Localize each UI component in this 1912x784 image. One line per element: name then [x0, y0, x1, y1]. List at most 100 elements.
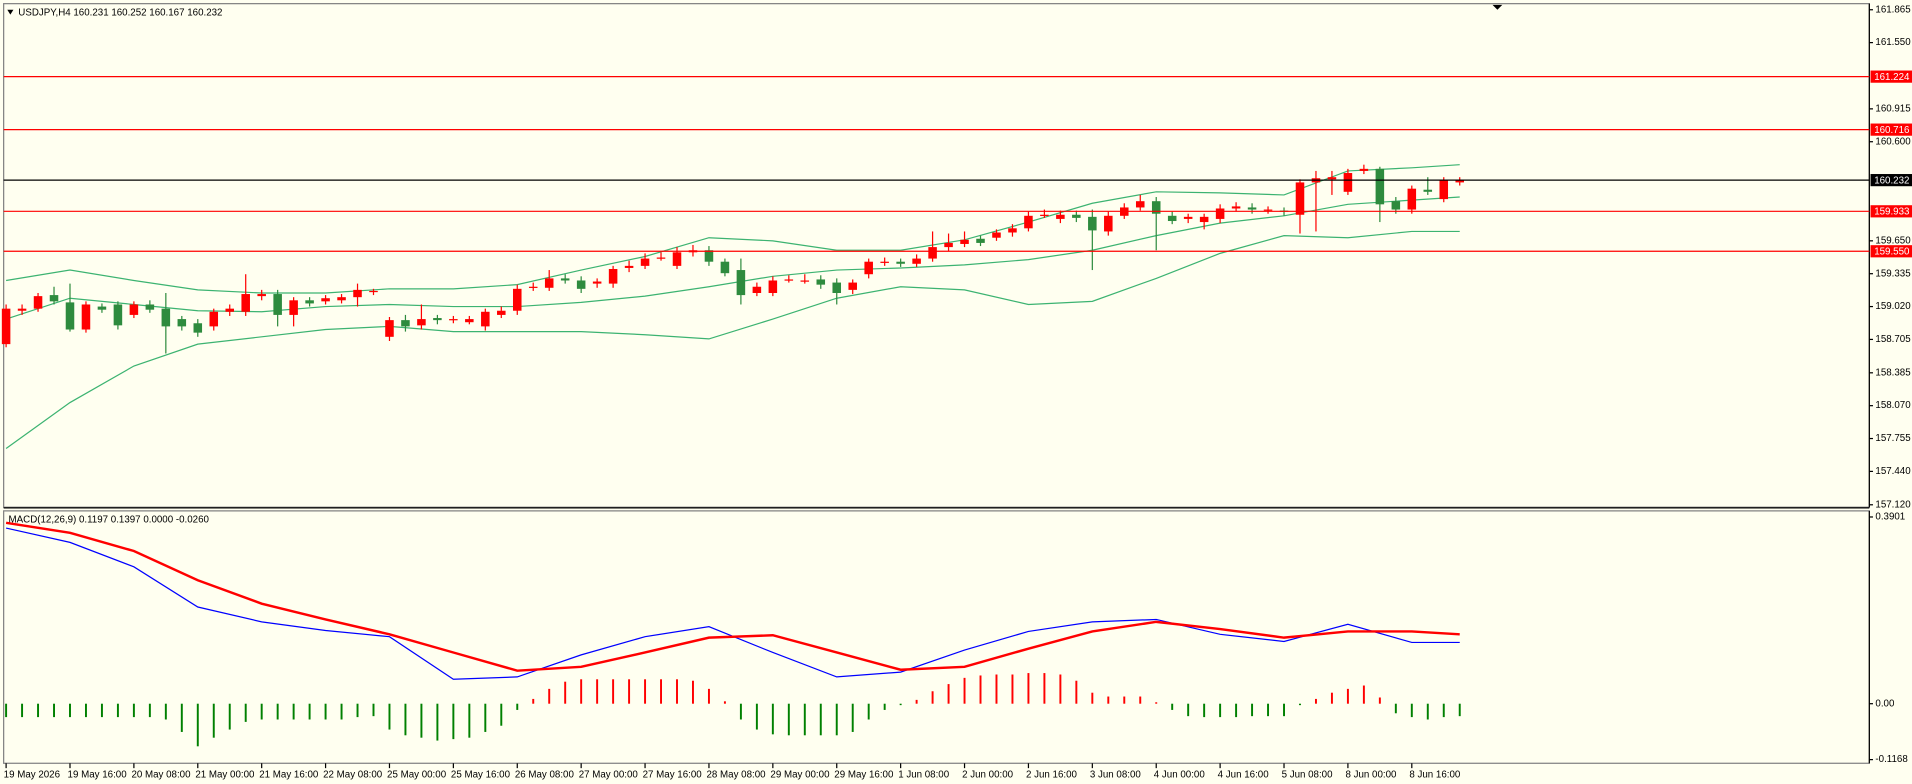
candle-body — [704, 250, 714, 262]
candle-body — [177, 319, 187, 327]
candle-body — [129, 304, 139, 315]
candle-body — [1151, 201, 1161, 214]
candle-body — [1327, 177, 1337, 180]
x-tick-label: 21 May 16:00 — [259, 769, 319, 780]
y-tick-label: 159.020 — [1875, 301, 1911, 312]
candle-body — [1343, 173, 1353, 192]
candle-body — [880, 261, 889, 263]
candle-body — [1199, 216, 1209, 223]
candle-body — [305, 300, 314, 304]
candle-body — [481, 311, 490, 327]
candle-body — [1439, 180, 1449, 200]
y-tick-label: 0.3901 — [1875, 512, 1905, 523]
candle-body — [656, 257, 666, 259]
candle-body — [720, 261, 730, 274]
candle-body — [81, 304, 91, 330]
current-price-box — [1870, 174, 1912, 187]
candle-body — [1359, 168, 1369, 171]
candle-body — [1104, 215, 1113, 232]
candle-body — [592, 281, 602, 284]
candle-body — [289, 300, 298, 315]
candle-body — [544, 278, 554, 288]
candle-body — [512, 288, 522, 311]
x-tick-label: 29 May 00:00 — [770, 769, 830, 780]
candle-body — [752, 286, 762, 294]
y-tick-label: 159.650 — [1875, 235, 1911, 246]
y-tick-label: 160.600 — [1875, 136, 1911, 147]
y-tick-label: 158.385 — [1875, 367, 1911, 378]
candle-body — [1056, 214, 1065, 219]
x-tick-label: 8 Jun 16:00 — [1409, 769, 1461, 780]
candle-body — [353, 289, 362, 298]
y-tick-label: 0.00 — [1875, 698, 1895, 709]
candle-body — [912, 258, 921, 264]
y-tick-label: 158.070 — [1875, 400, 1911, 411]
level-label-box — [1870, 123, 1912, 136]
candle-body — [1231, 206, 1241, 209]
candle-body — [145, 304, 155, 310]
candle-body — [241, 294, 250, 312]
x-tick-label: 2 Jun 00:00 — [962, 769, 1014, 780]
candle-body — [1455, 180, 1464, 183]
y-tick-label: 157.120 — [1875, 499, 1911, 510]
shift-marker — [1492, 4, 1503, 10]
level-label-box — [1870, 205, 1912, 218]
current-price-label: 160.232 — [1874, 175, 1909, 186]
candle-body — [976, 238, 985, 243]
candle-body — [1040, 214, 1049, 216]
x-tick-label: 4 Jun 16:00 — [1218, 769, 1270, 780]
y-tick-label: 161.550 — [1875, 37, 1911, 48]
macd-line — [5, 521, 1460, 672]
y-tick-label: 161.865 — [1875, 4, 1911, 15]
x-tick-label: 8 Jun 00:00 — [1345, 769, 1397, 780]
candle-body — [1263, 209, 1273, 211]
x-tick-label: 27 May 16:00 — [643, 769, 703, 780]
candle-body — [816, 279, 826, 285]
level-label-box — [1870, 245, 1912, 258]
candle-body — [257, 294, 266, 297]
macd-line — [5, 527, 1460, 680]
candle-body — [49, 295, 59, 302]
candle-body — [992, 232, 1001, 238]
candle-body — [209, 311, 219, 327]
candle-body — [864, 261, 873, 275]
level-label: 159.550 — [1874, 246, 1910, 257]
level-label-box — [1870, 70, 1912, 83]
candle-body — [401, 320, 410, 327]
candle-body — [1295, 182, 1305, 215]
candle-body — [33, 296, 43, 309]
candle-body — [161, 308, 171, 327]
y-tick-label: 157.755 — [1875, 433, 1911, 444]
y-tick-label: 158.705 — [1875, 334, 1911, 345]
level-label: 160.716 — [1874, 125, 1909, 136]
x-tick-label: 28 May 08:00 — [707, 769, 767, 780]
x-tick-label: 27 May 00:00 — [579, 769, 639, 780]
candle-body — [417, 319, 426, 326]
y-tick-label: -0.1168 — [1875, 754, 1907, 765]
x-tick-label: 19 May 16:00 — [68, 769, 128, 780]
candle-body — [1407, 188, 1417, 210]
x-tick-label: 25 May 16:00 — [451, 769, 511, 780]
candle-body — [97, 306, 107, 310]
x-tick-label: 20 May 08:00 — [131, 769, 191, 780]
macd-title: MACD(12,26,9) 0.1197 0.1397 0.0000 -0.02… — [9, 515, 210, 526]
candle-body — [1423, 189, 1433, 192]
candle-body — [1391, 201, 1401, 210]
level-label: 159.933 — [1874, 207, 1909, 218]
x-tick-label: 19 May 2026 — [4, 769, 60, 780]
x-tick-label: 2 Jun 16:00 — [1026, 769, 1078, 780]
candle-body — [784, 279, 794, 281]
candle-body — [497, 310, 506, 315]
candle-body — [225, 308, 235, 312]
y-tick-label: 157.440 — [1875, 466, 1911, 477]
price-title: USDJPY,H4 160.231 160.252 160.167 160.23… — [18, 7, 222, 18]
candle-body — [576, 280, 586, 289]
level-label: 161.224 — [1874, 72, 1910, 83]
x-tick-label: 21 May 00:00 — [195, 769, 255, 780]
band-line — [5, 164, 1460, 294]
candle-body — [560, 278, 570, 281]
candle-body — [193, 323, 203, 333]
candle-body — [800, 280, 810, 282]
candle-body — [449, 319, 458, 321]
